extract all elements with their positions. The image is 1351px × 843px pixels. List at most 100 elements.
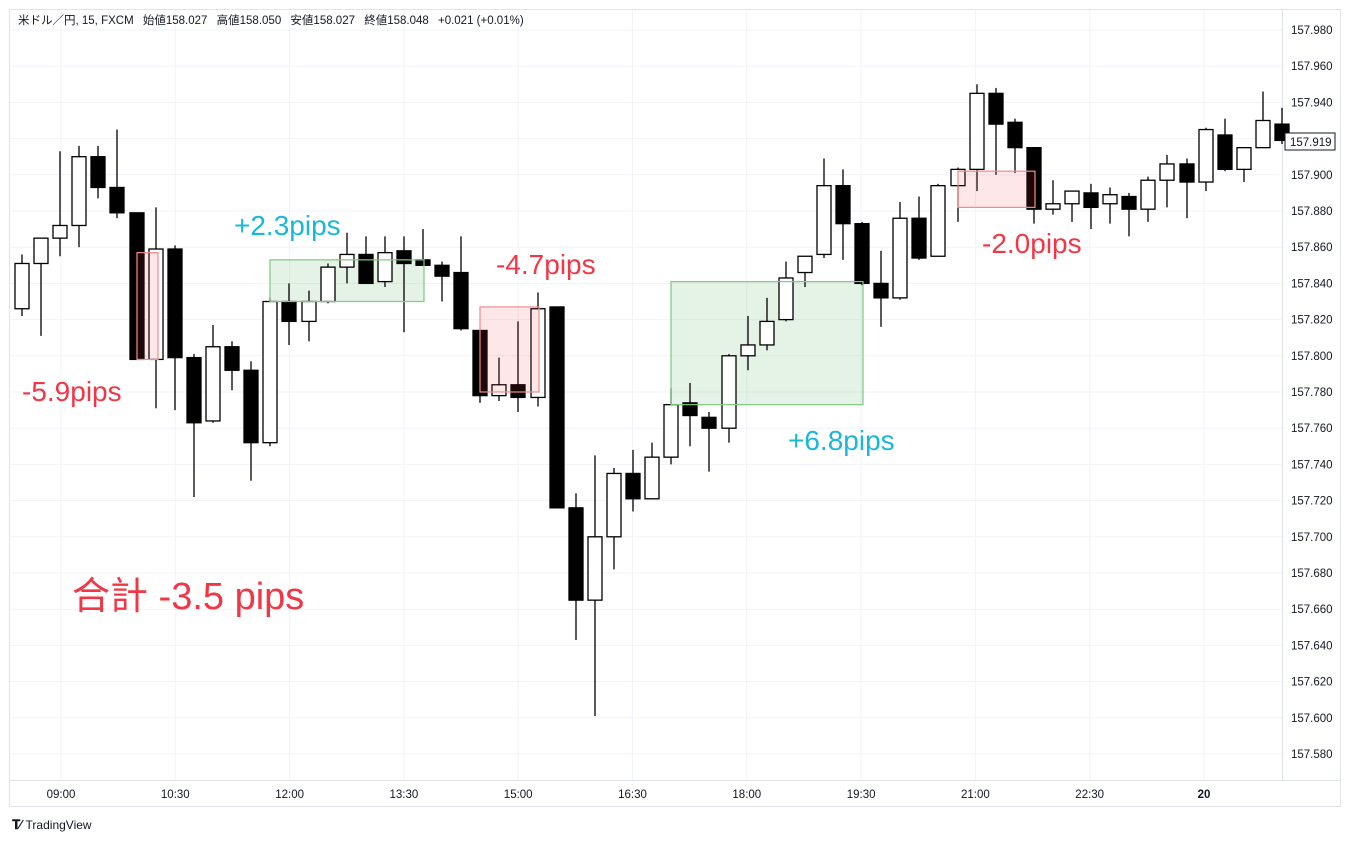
time-tick: 13:30 [390,789,419,801]
price-tick: 157.660 [1291,604,1333,616]
price-tick: 157.680 [1291,568,1333,580]
bull-candle [530,308,546,399]
grid-lines [10,10,1340,781]
price-tick: 157.780 [1291,387,1333,399]
total-pips-label: 合計 -3.5 pips [72,576,304,618]
trade-box-outlines [136,170,1036,406]
bear-candle [434,264,450,277]
bear-candle [854,223,870,285]
ohlc-open: 始値158.027 [142,15,208,27]
bear-candle [396,250,412,265]
price-tick: 157.940 [1291,97,1333,109]
price-tick: 157.640 [1291,640,1333,652]
price-tick: 157.820 [1291,315,1333,327]
time-tick: 15:00 [504,789,533,801]
bear-candle [243,369,259,444]
bull-candle [1102,194,1118,205]
bear-candle [510,384,526,399]
price-tick: 157.760 [1291,423,1333,435]
bull-candle [1045,203,1061,210]
bull-candle [969,92,985,171]
candles [14,84,1290,716]
bear-candle [415,259,431,266]
bear-candle [358,253,374,285]
bear-candle [224,346,240,371]
price-tick: 157.580 [1291,749,1333,761]
bull-candle [778,277,794,321]
bull-candle [1236,146,1252,171]
time-tick: 21:00 [961,789,990,801]
bear-candle [281,300,297,323]
price-tick: 157.700 [1291,532,1333,544]
price-tick: 157.900 [1291,170,1333,182]
price-tick: 157.840 [1291,278,1333,290]
time-tick: 10:30 [161,789,190,801]
bull-candle [721,355,737,429]
bull-candle [52,224,68,239]
time-tick: 19:30 [847,789,876,801]
bear-candle [682,402,698,417]
bull-candle [759,320,775,346]
bear-candle [568,507,584,601]
bear-candle [701,416,717,429]
bull-candle [1140,179,1156,210]
current-price-value: 157.919 [1290,137,1332,149]
bear-candle [1083,192,1099,209]
bull-candle [1198,128,1214,183]
footer-branding: 𝐓⁄ TradingView [12,817,92,833]
time-tick: 18:00 [732,789,761,801]
price-tick: 157.720 [1291,496,1333,508]
price-tick: 157.880 [1291,206,1333,218]
bull-candle [320,266,336,303]
bull-candle [740,344,756,357]
trade1-label: -5.9pips [22,376,122,407]
bear-candle [911,217,927,259]
bear-candle [549,306,565,509]
bear-candle [1179,163,1195,183]
price-tick: 157.620 [1291,677,1333,689]
bull-candle [205,346,221,422]
current-price-label: 157.919 [1284,132,1336,151]
price-tick: 157.600 [1291,713,1333,725]
trade4-label: +6.8pips [788,425,895,456]
bull-candle [644,456,660,500]
bear-candle [1217,134,1233,171]
bull-candle [339,253,355,268]
price-tick: 157.960 [1291,61,1333,73]
brand-name: TradingView [25,818,92,832]
time-tick: 09:00 [47,789,76,801]
bull-candle [663,404,679,458]
bear-candle [186,356,202,424]
trade5-label: -2.0pips [982,228,1082,259]
bull-candle [1255,119,1271,149]
pips-annotations: -5.9pips +2.3pips -4.7pips +6.8pips -2.0… [22,210,1082,618]
price-tick: 157.740 [1291,459,1333,471]
ohlc-low: 安値158.027 [290,15,355,27]
bull-candle [797,255,813,274]
symbol-legend: 米ドル／円, 15, FXCM 始値158.027 高値158.050 安値15… [18,12,530,28]
bull-candle [301,300,317,323]
trade3-label: -4.7pips [496,249,596,280]
bull-candle [377,251,393,283]
ohlc-high: 高値158.050 [216,15,282,27]
bull-candle [262,300,278,444]
time-axis[interactable]: 09:00 10:30 12:00 13:30 15:00 16:30 18:00 19:30… [47,789,1211,801]
symbol-name[interactable]: 米ドル／円, 15, FXCM [18,15,134,27]
ohlc-close: 終値158.048 [364,15,429,27]
price-tick: 157.860 [1291,242,1333,254]
chart-frame [9,9,1341,807]
bull-candle [816,185,832,256]
time-tick: 20 [1198,789,1211,801]
bull-candle [71,156,87,227]
bull-candle [606,472,622,538]
bull-candle [491,384,507,397]
bear-candle [1121,195,1137,210]
ohlc-change: +0.021 (+0.01%) [437,15,524,27]
bear-candle [453,271,469,330]
bear-candle [167,248,183,359]
bull-candle [33,237,49,265]
bear-candle [109,186,125,214]
trade2-label: +2.3pips [234,210,341,241]
bull-candle [1064,190,1080,205]
